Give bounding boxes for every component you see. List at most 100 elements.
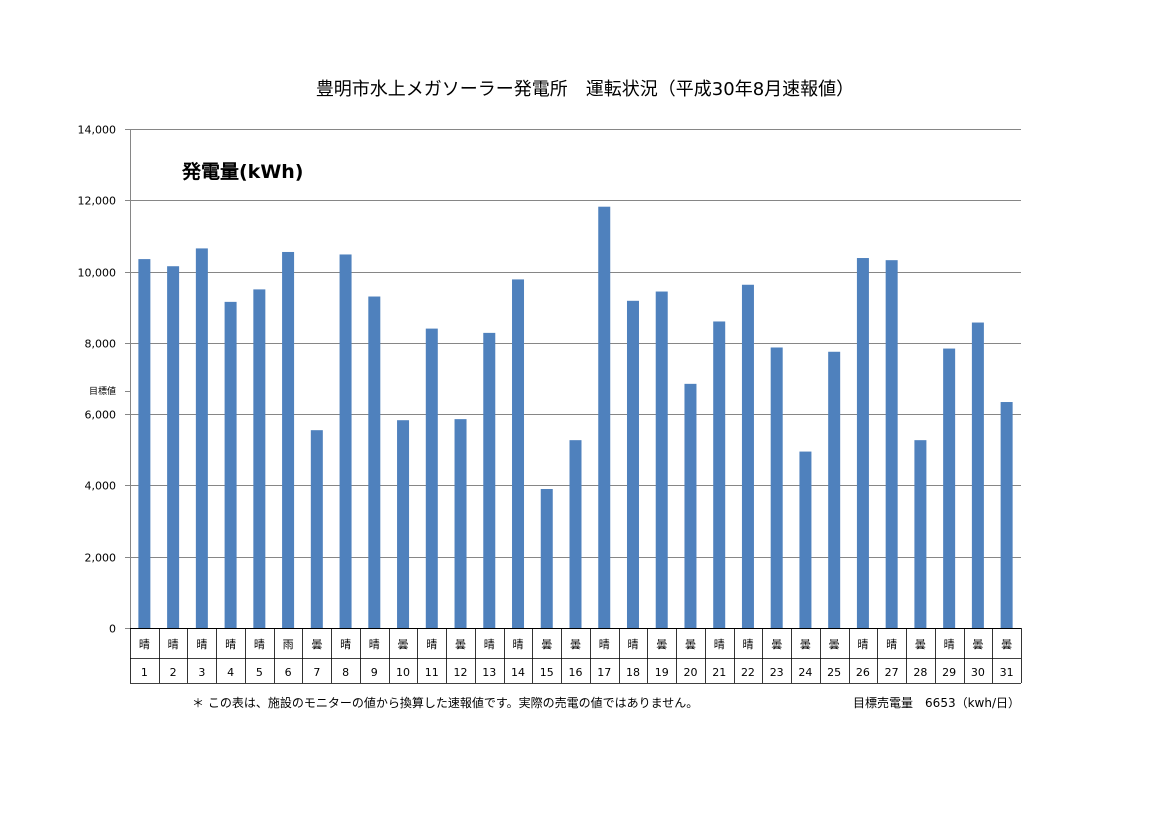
weather-label: 晴 [369,638,380,651]
day-label: 21 [712,666,726,679]
weather-label: 曇 [800,638,811,651]
bar [856,258,869,628]
weather-label: 曇 [685,638,696,651]
day-label: 7 [313,666,320,679]
day-label: 18 [626,666,640,679]
bar [167,266,180,628]
chart-title: 豊明市水上メガソーラー発電所 運転状況（平成30年8月速報値） [316,79,854,100]
bar [138,259,151,628]
bar [512,279,525,628]
bar [1000,402,1013,628]
bar [540,488,553,628]
bar [713,321,726,628]
bar [626,300,639,628]
y-tick-label: 8,000 [85,338,117,351]
day-label: 20 [683,666,697,679]
weather-label: 晴 [139,638,150,651]
bar [684,383,697,628]
y-tick-label: 2,000 [85,552,117,565]
bar [828,351,841,628]
bar [598,206,611,629]
weather-label: 曇 [771,638,782,651]
day-label: 27 [885,666,899,679]
weather-label: 曇 [455,638,466,651]
bar [253,289,266,628]
weather-label: 晴 [168,638,179,651]
day-label: 28 [913,666,927,679]
weather-label: 曇 [541,638,552,651]
footer-note: ＊ この表は、施設のモニターの値から換算した速報値です。実際の売電の値ではありま… [192,695,698,710]
weather-label: 晴 [599,638,610,651]
y-axis-ticks: 0 2,000 4,000 6,000 8,000 10,000 12,000 14,000 目… [78,124,117,636]
day-label: 23 [770,666,784,679]
weather-label: 晴 [484,638,495,651]
bar [368,296,381,628]
weather-label: 曇 [972,638,983,651]
bar [310,430,323,628]
day-label: 26 [856,666,870,679]
weather-label: 晴 [196,638,207,651]
weather-label: 晴 [714,638,725,651]
bar [224,301,237,628]
bar [339,254,352,628]
weather-label: 晴 [340,638,351,651]
day-label: 17 [597,666,611,679]
day-label: 22 [741,666,755,679]
weather-label: 晴 [857,638,868,651]
target-label: 目標値 [89,385,116,397]
y-tick-label: 12,000 [78,195,117,208]
y-tick-label: 4,000 [85,480,117,493]
bar [454,419,467,628]
day-label: 31 [1000,666,1014,679]
bar [799,451,812,628]
day-label: 30 [971,666,985,679]
weather-label: 雨 [283,638,294,651]
day-label: 5 [256,666,263,679]
bar [914,440,927,628]
weather-label: 曇 [1001,638,1012,651]
bar [741,284,754,628]
weather-label: 晴 [426,638,437,651]
bar [282,251,295,629]
y-tick-label: 14,000 [78,124,117,137]
weather-label: 晴 [886,638,897,651]
day-label: 3 [198,666,205,679]
bar [397,420,410,628]
gridlines [125,129,1021,629]
day-label: 15 [540,666,554,679]
bar [943,348,956,628]
bar [569,440,582,628]
weather-label: 晴 [225,638,236,651]
day-label: 8 [342,666,349,679]
day-label: 10 [396,666,410,679]
day-label: 16 [569,666,583,679]
weather-label: 晴 [513,638,524,651]
day-label: 6 [285,666,292,679]
bars [138,206,1013,629]
weather-label: 晴 [627,638,638,651]
day-label: 29 [942,666,956,679]
y-tick-label: 10,000 [78,267,117,280]
weather-label: 曇 [311,638,322,651]
target-info: 目標売電量 6653（kwh/日） [853,695,1020,710]
day-label: 19 [655,666,669,679]
bar [483,332,496,628]
day-label: 4 [227,666,234,679]
day-label: 12 [454,666,468,679]
weather-label: 晴 [254,638,265,651]
day-label: 13 [482,666,496,679]
bar [885,260,898,628]
y-tick-label: 6,000 [85,409,117,422]
bar [971,322,984,628]
weather-label: 晴 [944,638,955,651]
bar [770,347,783,628]
day-label: 24 [798,666,812,679]
day-label: 2 [170,666,177,679]
day-label: 9 [371,666,378,679]
bar [425,328,438,628]
weather-table: 晴 1 晴 2 晴 3 晴 4 晴 5 雨 6 曇 7 晴 8 晴 9 曇 10 晴 11 曇 12 晴 13 晴 14 曇 15 曇 16 晴… [130,628,1022,684]
bar [655,291,668,628]
y-tick-label: 0 [109,623,116,636]
weather-label: 曇 [398,638,409,651]
